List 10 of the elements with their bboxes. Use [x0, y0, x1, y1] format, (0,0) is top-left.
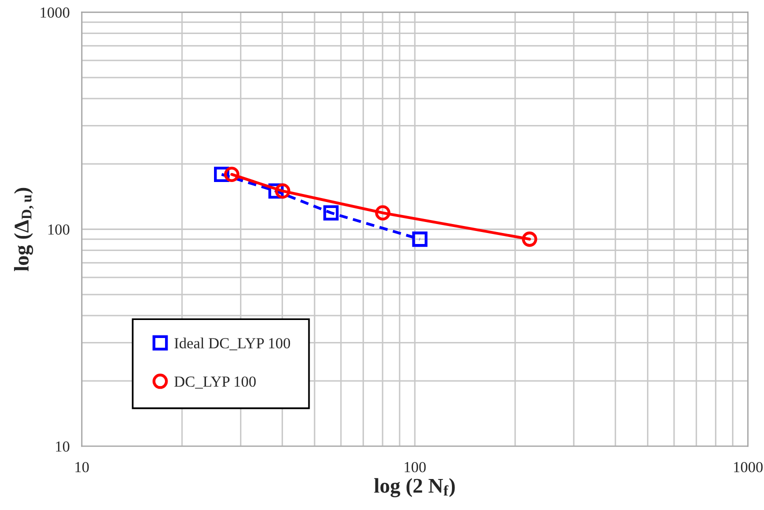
y-tick-label: 1000 — [40, 7, 70, 18]
x-tick-label: 100 — [404, 462, 426, 472]
x-tick-label: 1000 — [734, 462, 763, 472]
y-tick-label: 10 — [56, 441, 70, 452]
y-axis-title: log (Δ$_{D,u}$) — [14, 188, 34, 272]
x-axis-title: log (2 N$_{f}$) — [374, 478, 455, 498]
legend-label: DC_LYP 100 — [174, 376, 256, 389]
x-tick-label: 10 — [75, 462, 89, 472]
legend-label: Ideal DC_LYP 100 — [174, 338, 290, 350]
y-tick-label: 100 — [48, 224, 70, 235]
